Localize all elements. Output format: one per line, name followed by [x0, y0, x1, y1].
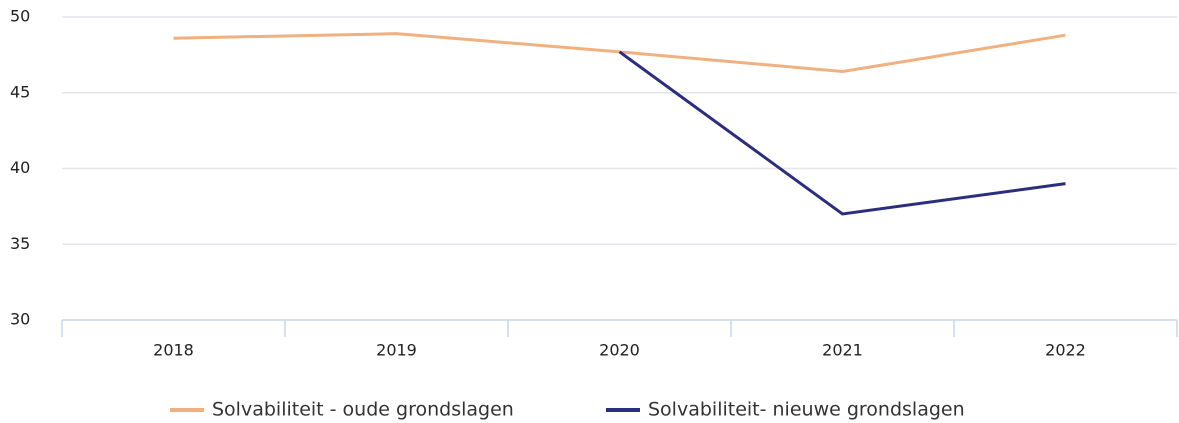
x-tick-label: 2019 — [376, 341, 417, 360]
x-tick-label: 2022 — [1045, 341, 1086, 360]
legend-label: Solvabiliteit - oude grondslagen — [212, 399, 514, 421]
y-tick-label: 35 — [10, 234, 30, 253]
legend-label: Solvabiliteit- nieuwe grondslagen — [648, 399, 965, 421]
x-tick-label: 2021 — [822, 341, 863, 360]
x-tick-label: 2018 — [153, 341, 194, 360]
x-tick-label: 2020 — [599, 341, 640, 360]
y-tick-label: 45 — [10, 82, 30, 101]
y-tick-label: 30 — [10, 310, 30, 329]
line — [618, 50, 1066, 216]
y-tick-label: 50 — [10, 7, 30, 26]
y-tick-label: 40 — [10, 158, 30, 177]
